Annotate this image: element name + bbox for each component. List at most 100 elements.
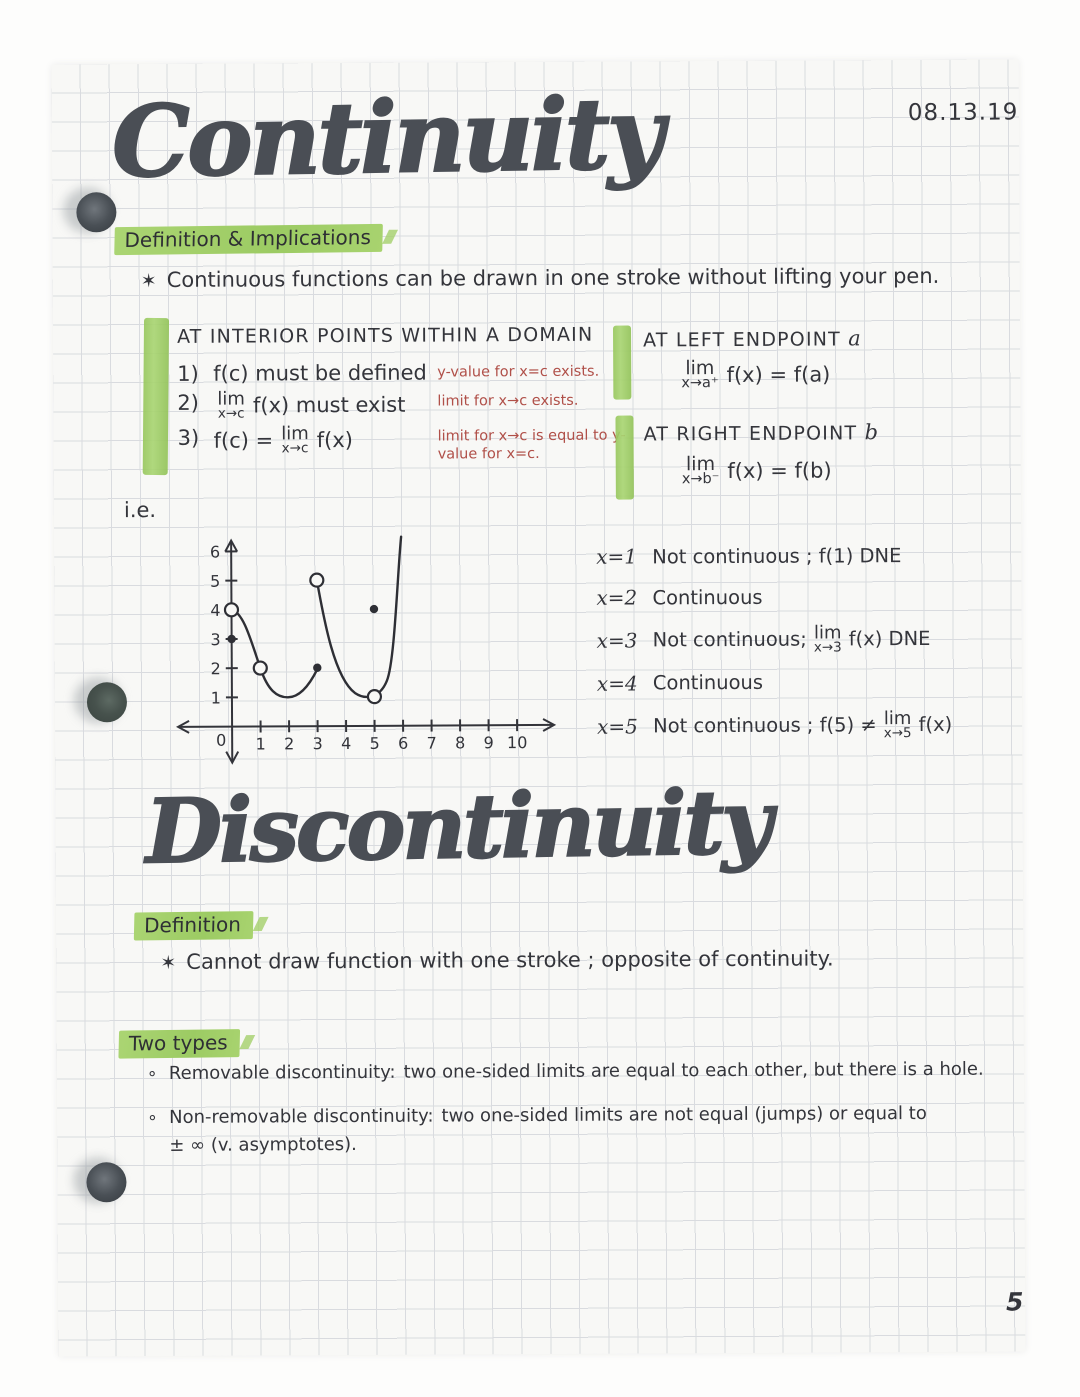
date: 08.13.19	[907, 99, 1019, 127]
section-two-types: Two types	[118, 1029, 241, 1059]
x-tick-label: 9	[484, 733, 494, 752]
open-point	[309, 572, 325, 588]
y-axis-up-arrow-icon	[224, 538, 239, 553]
example-row: x=5 Not continuous ; f(5) ≠ lim x→5 f(x)	[597, 707, 953, 742]
closed-point	[227, 634, 236, 644]
open-point	[252, 660, 268, 676]
x-tick-label: 2	[284, 734, 294, 753]
x-tick-label: 8	[455, 733, 465, 752]
notebook-page: 08.13.19 Continuity Definition & Implica…	[51, 59, 1026, 1357]
limit-notation: lim x→3	[813, 622, 842, 656]
star-bullet-icon: ✶	[160, 951, 177, 974]
x-tick-label: 3	[313, 734, 323, 753]
y-axis	[230, 541, 234, 762]
y-tick-label: 2	[211, 659, 221, 678]
discontinuity-title: Discontinuity	[144, 769, 771, 885]
y-tick-label: 4	[210, 601, 220, 620]
function-curve	[315, 535, 403, 699]
type-removable: ∘ Removable discontinuity: two one-sided …	[145, 1055, 1025, 1087]
math-text: f(x)	[918, 713, 953, 737]
example-row: x=3 Not continuous; lim x→3 f(x) DNE	[596, 622, 931, 656]
function-curve	[230, 608, 319, 699]
hole-punch-bottom	[86, 1162, 127, 1203]
ie-label: i.e.	[123, 497, 157, 523]
circle-bullet-icon: ∘	[147, 1107, 158, 1128]
continuity-examples-list: x=1 Not continuous ; f(1) DNE x=2 Contin…	[596, 541, 1037, 756]
red-annotation: limit for x→c exists.	[437, 392, 579, 410]
highlighter-bar-right-endpoint	[615, 415, 634, 500]
endpoint-var-b: b	[864, 420, 880, 445]
y-tick-label: 5	[210, 572, 220, 591]
section-definition-implications: Definition & Implications	[114, 223, 384, 256]
type-non-removable: ∘ Non-removable discontinuity: two one-si…	[147, 1102, 927, 1156]
open-point	[366, 689, 383, 705]
limit-notation: lim x→a⁺	[681, 357, 719, 392]
closed-point	[369, 604, 379, 614]
interior-points-heading: AT INTERIOR POINTS WITHIN A DOMAIN	[176, 323, 594, 348]
highlight-label: Definition & Implications	[114, 223, 384, 256]
condition-math: lim x→c f(x) must exist	[213, 388, 431, 422]
section-definition: Definition	[133, 911, 254, 941]
math-text: f(x)	[316, 427, 354, 453]
x-axis-left-arrow-icon	[176, 719, 190, 734]
x-tick-label: 6	[398, 734, 408, 753]
example-row: x=2 Continuous	[596, 585, 763, 610]
condition-math: f(c) must be defined	[213, 361, 431, 386]
closed-point	[313, 663, 322, 672]
x-tick-label: 4	[341, 734, 351, 753]
origin-label: 0	[216, 731, 226, 750]
highlight-label: Two types	[118, 1029, 241, 1059]
math-text: Continuous	[652, 671, 764, 695]
limit-notation: lim x→c	[281, 423, 309, 457]
math-text: Continuous	[652, 585, 763, 609]
x-axis	[179, 723, 554, 728]
math-text: Not continuous ; f(1) DNE	[652, 543, 902, 568]
x-tick-label: 7	[427, 734, 437, 753]
hole-punch-middle	[86, 682, 128, 723]
math-text: f(c) =	[213, 428, 274, 453]
limit-notation: lim x→5	[883, 707, 912, 742]
y-tick-label: 3	[210, 630, 220, 649]
continuity-conditions: 1) f(c) must be defined y-value for x=c …	[177, 359, 648, 470]
open-point	[223, 602, 240, 618]
math-text: Not continuous ; f(5) ≠	[653, 713, 877, 738]
discontinuity-types-list: ∘ Removable discontinuity: two one-sided …	[145, 1055, 1026, 1175]
condition-row: 2) lim x→c f(x) must exist limit for x→c e…	[177, 388, 647, 422]
left-endpoint-heading: AT LEFT ENDPOINT a	[643, 326, 863, 352]
x-tick-label: 10	[507, 733, 527, 752]
right-endpoint-formula: lim x→b⁻ f(x) = f(b)	[678, 453, 832, 488]
limit-notation: lim x→c	[217, 388, 245, 422]
math-text: f(c) must be defined	[213, 360, 427, 386]
condition-math: f(c) = lim x→c f(x)	[213, 423, 432, 457]
continuity-definition: ✶ Continuous functions can be drawn in on…	[140, 263, 940, 293]
y-tick-label: 6	[210, 542, 220, 561]
math-text: f(x) = f(a)	[726, 362, 831, 387]
condition-row: 3) f(c) = lim x→c f(x) limit for x→c is equ…	[178, 423, 648, 465]
red-annotation: limit for x→c is equal to y-value for x=…	[437, 427, 626, 463]
x-axis-right-arrow-icon	[542, 718, 557, 732]
math-text: f(x) = f(b)	[727, 458, 832, 483]
highlight-label: Definition	[133, 911, 254, 941]
math-text: Not continuous;	[652, 628, 807, 652]
highlighter-bar-left-endpoint	[612, 325, 632, 400]
limit-notation: lim x→b⁻	[681, 453, 720, 488]
example-row: x=1 Not continuous ; f(1) DNE	[596, 543, 902, 569]
red-annotation: y-value for x=c exists.	[437, 363, 600, 381]
x-tick-label: 1	[256, 734, 266, 753]
y-axis-down-arrow-icon	[225, 751, 240, 765]
x-tick-label: 5	[370, 734, 380, 753]
highlighter-bar-interior	[142, 317, 170, 476]
example-row: x=4 Continuous	[596, 671, 764, 696]
y-tick-label: 1	[211, 688, 221, 707]
math-text: f(x) DNE	[848, 627, 931, 651]
continuity-title: Continuity	[110, 75, 663, 201]
page-number: 5	[1006, 1287, 1024, 1317]
left-endpoint-formula: lim x→a⁺ f(x) = f(a)	[677, 357, 831, 392]
star-bullet-icon: ✶	[140, 269, 157, 293]
hole-punch-top	[76, 192, 117, 233]
right-endpoint-heading: AT RIGHT ENDPOINT b	[643, 420, 880, 446]
math-text: f(x) must exist	[252, 392, 406, 418]
discontinuity-definition: ✶ Cannot draw function with one stroke ; …	[160, 946, 834, 974]
